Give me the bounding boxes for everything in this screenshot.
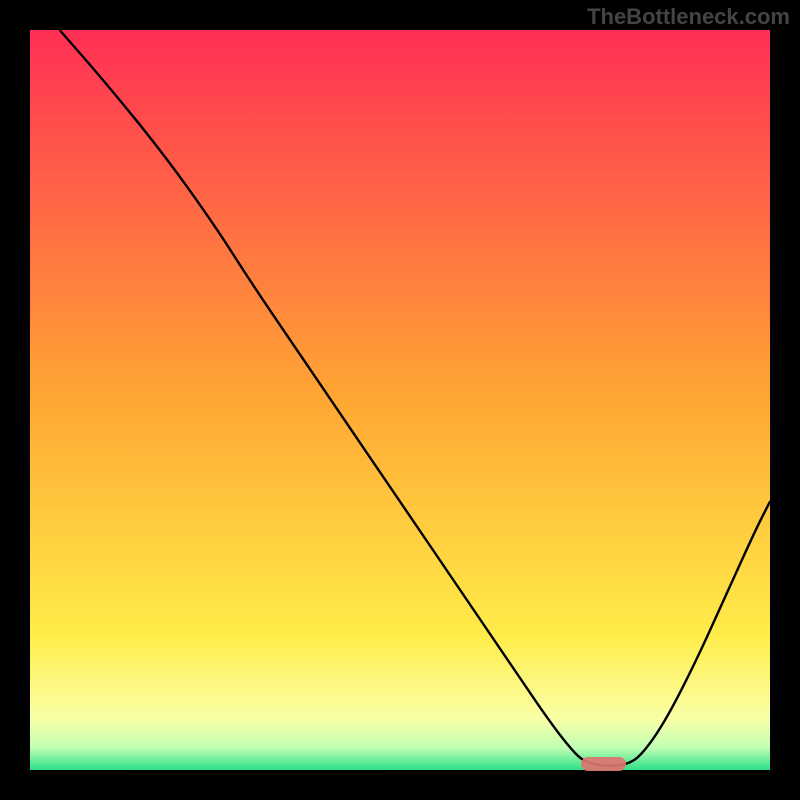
watermark-text: TheBottleneck.com (587, 4, 790, 30)
bottleneck-curve (60, 30, 770, 766)
chart-plot-area (30, 30, 770, 770)
optimal-marker (581, 757, 626, 771)
curve-svg (30, 30, 770, 770)
